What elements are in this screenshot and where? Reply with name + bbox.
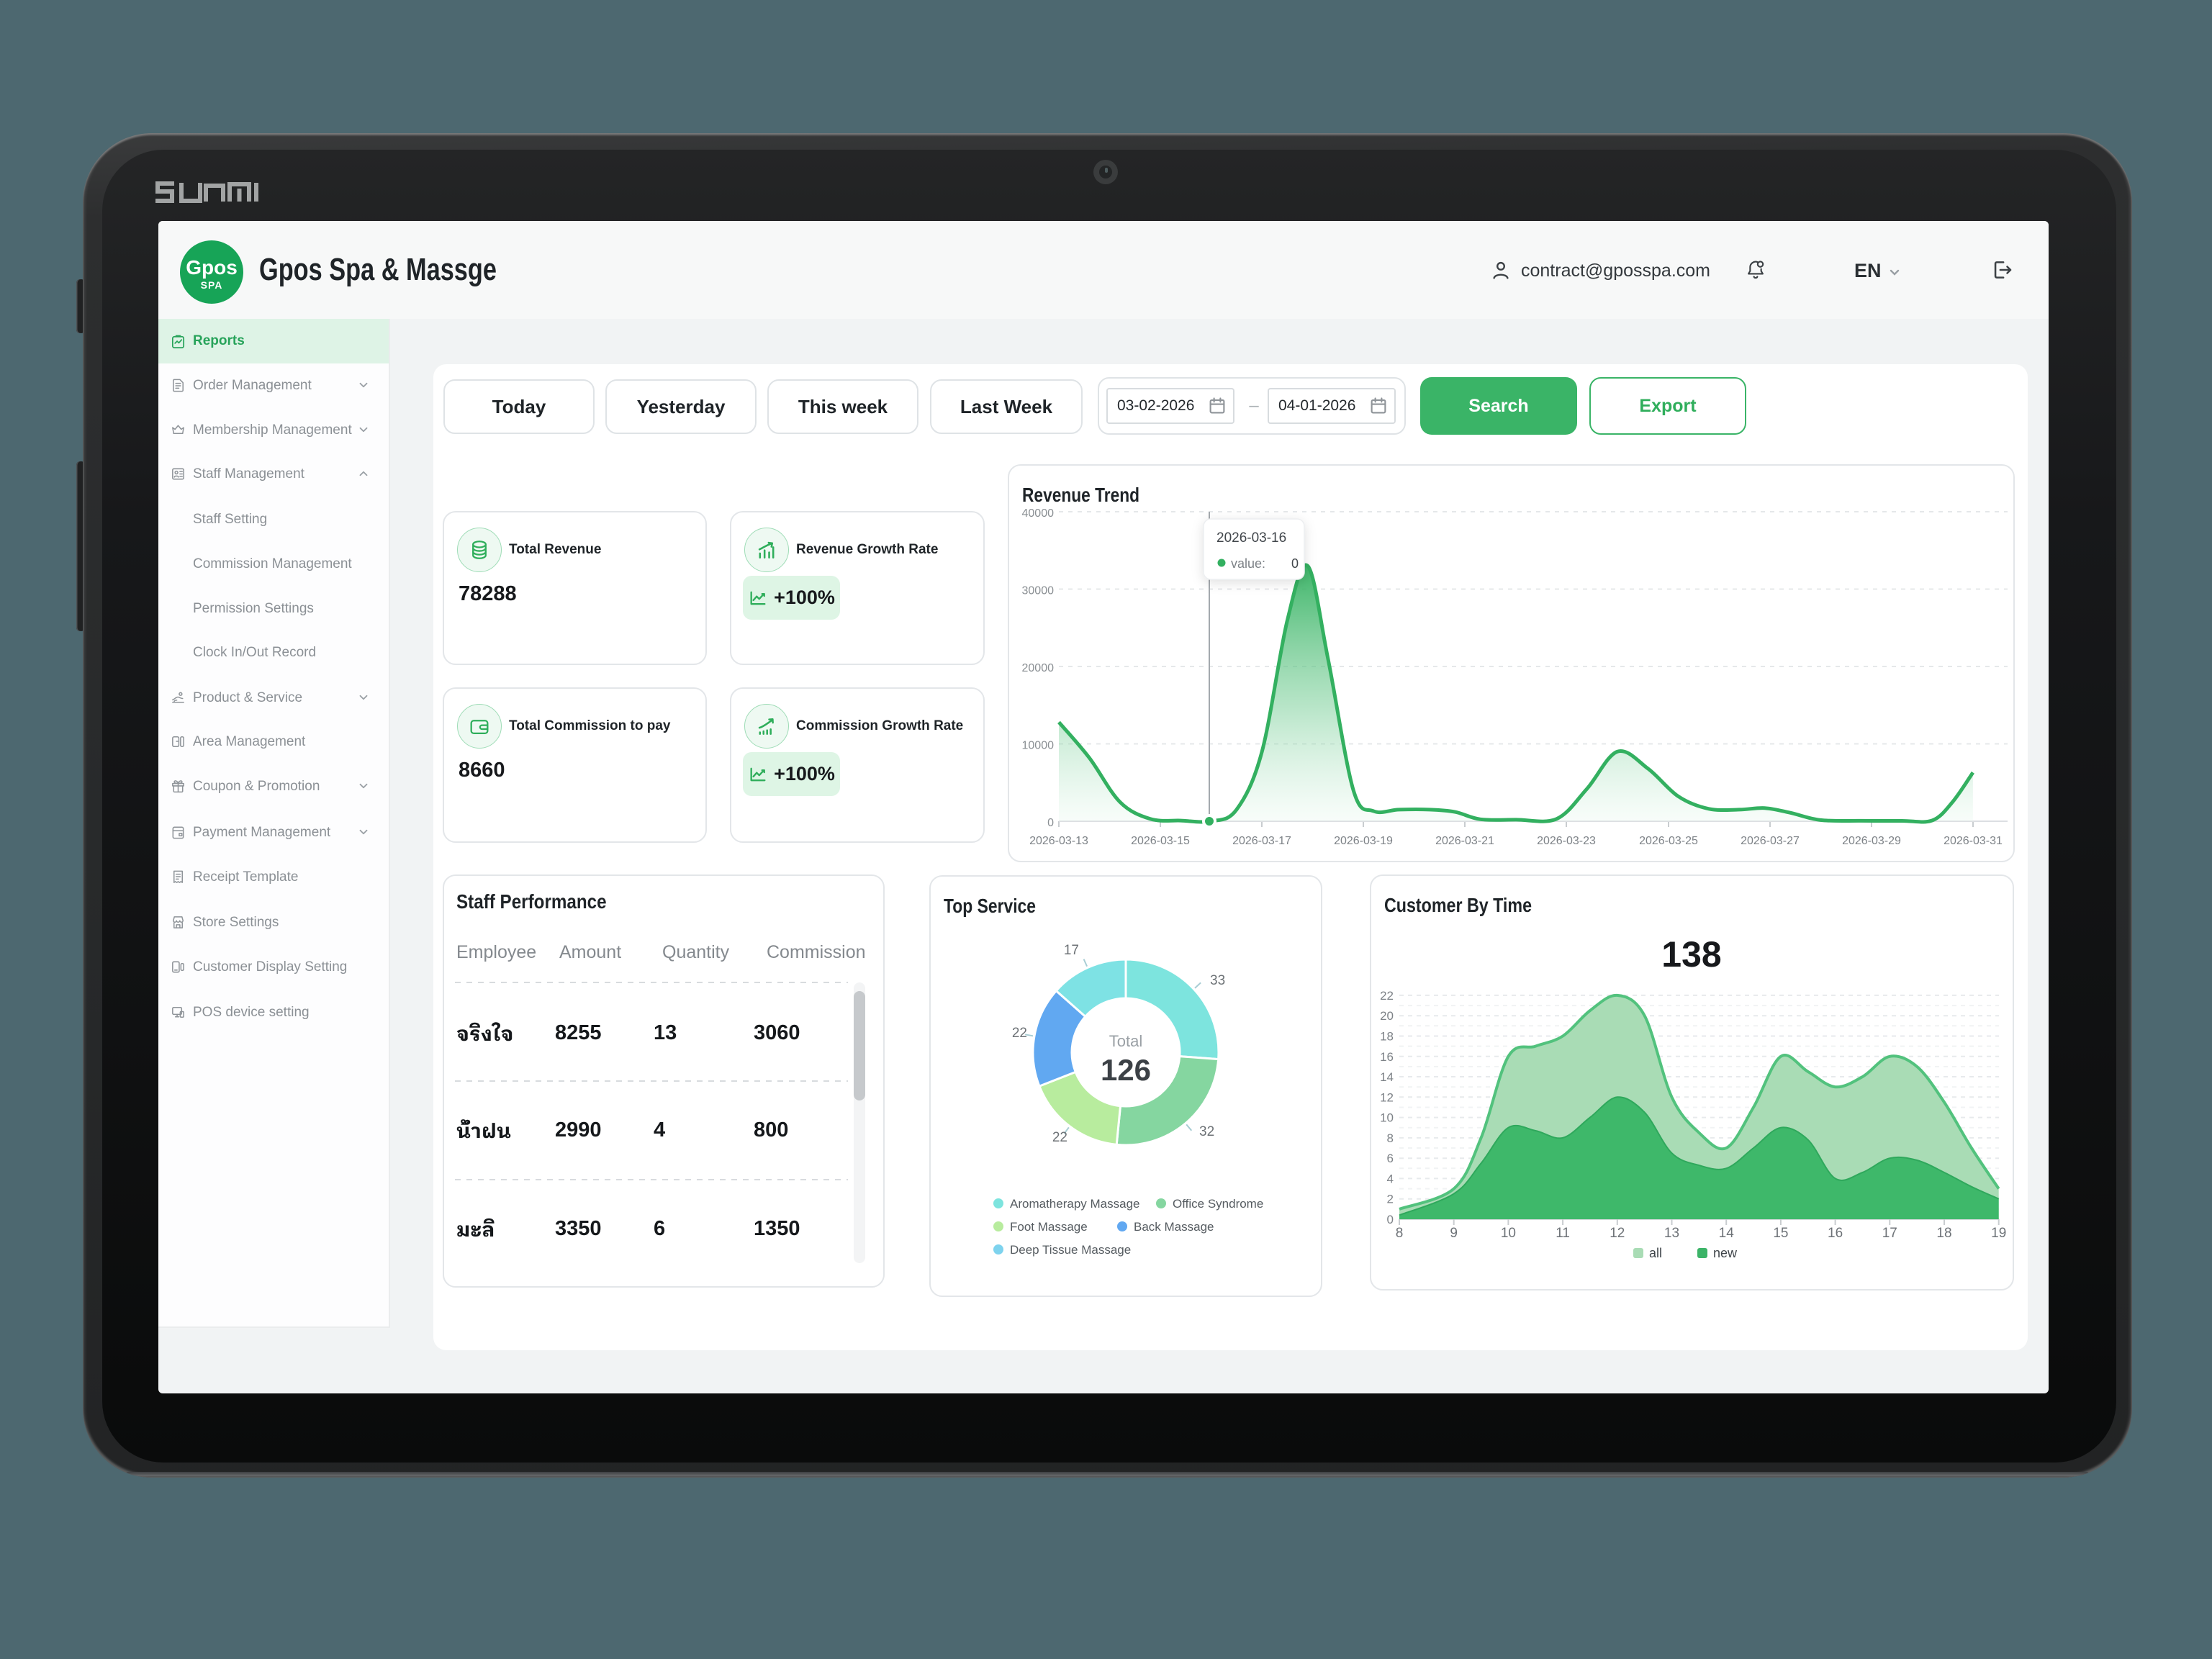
svg-text:new: new (1713, 1246, 1738, 1260)
svg-text:22: 22 (1012, 1026, 1027, 1041)
svg-text:12: 12 (1380, 1090, 1394, 1104)
svg-text:14: 14 (1380, 1070, 1394, 1084)
svg-text:Aromatherapy Massage: Aromatherapy Massage (1010, 1197, 1139, 1211)
svg-text:17: 17 (1882, 1226, 1897, 1241)
svg-text:2026-03-16: 2026-03-16 (1216, 530, 1286, 546)
svg-text:0: 0 (1047, 817, 1054, 829)
svg-text:13: 13 (1664, 1226, 1679, 1241)
svg-text:0: 0 (1387, 1213, 1394, 1226)
svg-text:2026-03-29: 2026-03-29 (1842, 835, 1901, 847)
svg-text:17: 17 (1064, 943, 1079, 958)
svg-text:value:: value: (1231, 556, 1265, 571)
svg-text:2026-03-23: 2026-03-23 (1537, 835, 1596, 847)
svg-text:11: 11 (1556, 1226, 1570, 1241)
svg-text:8: 8 (1396, 1226, 1404, 1241)
svg-text:126: 126 (1101, 1053, 1151, 1087)
svg-text:2026-03-31: 2026-03-31 (1944, 835, 2003, 847)
svg-text:Top Service: Top Service (944, 895, 1036, 917)
svg-text:all: all (1649, 1246, 1662, 1260)
svg-text:8: 8 (1387, 1131, 1394, 1145)
svg-text:14: 14 (1719, 1226, 1735, 1241)
svg-text:20000: 20000 (1022, 662, 1055, 674)
svg-text:12: 12 (1610, 1226, 1625, 1241)
svg-text:2026-03-13: 2026-03-13 (1029, 835, 1088, 847)
svg-text:19: 19 (1991, 1226, 2006, 1241)
svg-text:22: 22 (1052, 1130, 1067, 1145)
svg-text:2026-03-15: 2026-03-15 (1131, 835, 1190, 847)
svg-text:10: 10 (1501, 1226, 1516, 1241)
svg-text:18: 18 (1936, 1226, 1951, 1241)
svg-text:2026-03-21: 2026-03-21 (1435, 835, 1494, 847)
svg-text:30000: 30000 (1022, 585, 1055, 597)
svg-text:32: 32 (1199, 1124, 1214, 1139)
svg-text:2026-03-19: 2026-03-19 (1334, 835, 1393, 847)
svg-text:6: 6 (1387, 1152, 1394, 1165)
svg-text:138: 138 (1661, 934, 1721, 975)
svg-text:0: 0 (1291, 556, 1299, 571)
svg-text:2026-03-25: 2026-03-25 (1639, 835, 1698, 847)
svg-text:22: 22 (1380, 989, 1394, 1003)
svg-text:Deep Tissue Massage: Deep Tissue Massage (1010, 1243, 1131, 1257)
svg-text:20: 20 (1380, 1009, 1394, 1023)
svg-text:2026-03-17: 2026-03-17 (1232, 835, 1291, 847)
svg-text:Back Massage: Back Massage (1134, 1220, 1214, 1234)
svg-text:18: 18 (1380, 1030, 1394, 1044)
svg-text:40000: 40000 (1022, 507, 1055, 520)
svg-text:33: 33 (1210, 973, 1225, 988)
svg-text:16: 16 (1828, 1226, 1843, 1241)
svg-text:Customer By Time: Customer By Time (1384, 894, 1532, 916)
svg-text:2026-03-27: 2026-03-27 (1741, 835, 1800, 847)
svg-text:10: 10 (1380, 1111, 1394, 1125)
svg-text:Revenue Trend: Revenue Trend (1022, 484, 1139, 506)
svg-text:2: 2 (1387, 1193, 1394, 1206)
svg-text:9: 9 (1450, 1226, 1458, 1241)
svg-text:15: 15 (1773, 1226, 1788, 1241)
svg-text:16: 16 (1380, 1050, 1394, 1064)
svg-text:Office Syndrome: Office Syndrome (1173, 1197, 1263, 1211)
svg-text:4: 4 (1387, 1172, 1394, 1185)
svg-text:Total: Total (1109, 1032, 1142, 1050)
svg-text:10000: 10000 (1022, 740, 1055, 752)
svg-text:Foot Massage: Foot Massage (1010, 1220, 1088, 1234)
